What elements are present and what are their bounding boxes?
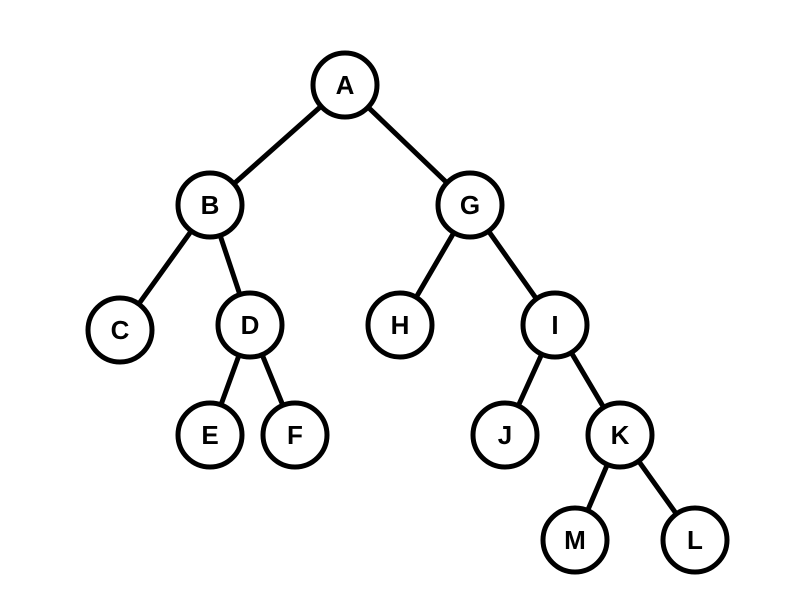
tree-node: G bbox=[438, 173, 502, 237]
tree-node: K bbox=[588, 403, 652, 467]
node-label: G bbox=[460, 190, 480, 220]
node-label: H bbox=[391, 310, 410, 340]
tree-node: B bbox=[178, 173, 242, 237]
tree-node: I bbox=[523, 293, 587, 357]
node-label: K bbox=[611, 420, 630, 450]
node-label: F bbox=[287, 420, 303, 450]
node-label: J bbox=[498, 420, 512, 450]
node-label: B bbox=[201, 190, 220, 220]
node-label: L bbox=[687, 525, 703, 555]
node-label: M bbox=[564, 525, 586, 555]
tree-node: F bbox=[263, 403, 327, 467]
tree-node: C bbox=[88, 298, 152, 362]
tree-node: H bbox=[368, 293, 432, 357]
tree-node: A bbox=[313, 53, 377, 117]
node-label: E bbox=[201, 420, 218, 450]
node-label: I bbox=[551, 310, 558, 340]
node-label: C bbox=[111, 315, 130, 345]
node-label: D bbox=[241, 310, 260, 340]
tree-node: D bbox=[218, 293, 282, 357]
tree-node: J bbox=[473, 403, 537, 467]
tree-node: E bbox=[178, 403, 242, 467]
tree-node: L bbox=[663, 508, 727, 572]
tree-node: M bbox=[543, 508, 607, 572]
node-label: A bbox=[336, 70, 355, 100]
tree-diagram: A B G C D H I E F J K M L bbox=[0, 0, 803, 600]
